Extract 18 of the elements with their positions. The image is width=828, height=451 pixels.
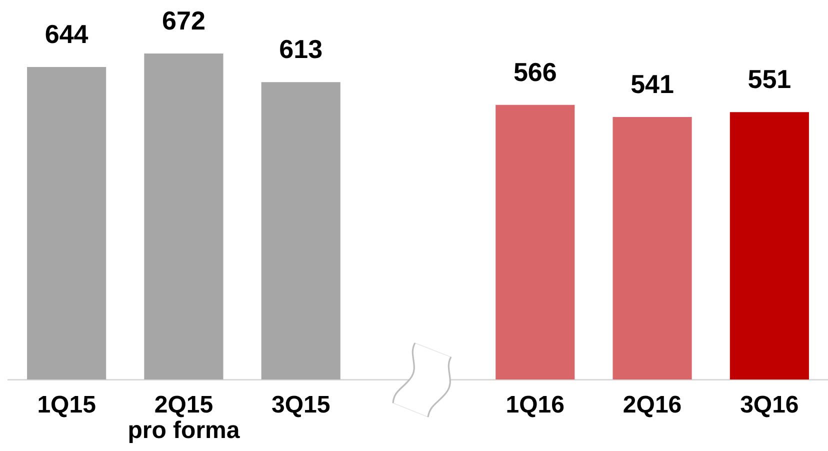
x-tick-label: 3Q16 (740, 392, 799, 419)
data-label: 613 (279, 34, 323, 64)
data-label: 644 (44, 19, 89, 50)
x-tick-label: 1Q15 (37, 392, 96, 419)
x-tick-label: 1Q16 (506, 392, 564, 419)
bar (612, 117, 692, 380)
bar (496, 104, 575, 380)
x-tick-label: 2Q16 (622, 392, 682, 419)
data-label: 566 (513, 56, 557, 87)
bar (144, 53, 224, 380)
bar (261, 82, 340, 380)
data-label: 551 (748, 64, 792, 94)
x-tick-label: 2Q15 pro forma (128, 392, 240, 444)
bar (730, 112, 809, 380)
x-tick-label: 3Q15 (272, 392, 330, 419)
data-label: 672 (162, 5, 206, 36)
data-label: 541 (630, 69, 674, 100)
bar (27, 67, 106, 380)
